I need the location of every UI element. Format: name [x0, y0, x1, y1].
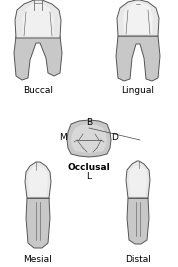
Text: Lingual: Lingual: [122, 86, 155, 95]
Text: D: D: [112, 134, 118, 143]
Polygon shape: [22, 3, 54, 36]
Polygon shape: [25, 162, 51, 198]
Polygon shape: [117, 0, 159, 36]
Polygon shape: [126, 161, 150, 198]
Polygon shape: [116, 36, 160, 81]
Polygon shape: [127, 198, 149, 244]
Text: M: M: [59, 134, 67, 143]
Polygon shape: [26, 198, 50, 248]
Polygon shape: [14, 36, 62, 80]
Text: B: B: [86, 118, 92, 127]
Polygon shape: [15, 0, 61, 38]
Polygon shape: [129, 166, 147, 196]
Text: Occlusal: Occlusal: [68, 163, 110, 172]
Text: Distal: Distal: [125, 255, 151, 264]
Text: Mesial: Mesial: [24, 255, 52, 264]
Polygon shape: [28, 167, 48, 196]
Text: Buccal: Buccal: [23, 86, 53, 95]
Text: L: L: [87, 172, 91, 181]
Polygon shape: [67, 120, 111, 157]
Polygon shape: [123, 2, 153, 34]
Polygon shape: [71, 124, 107, 153]
